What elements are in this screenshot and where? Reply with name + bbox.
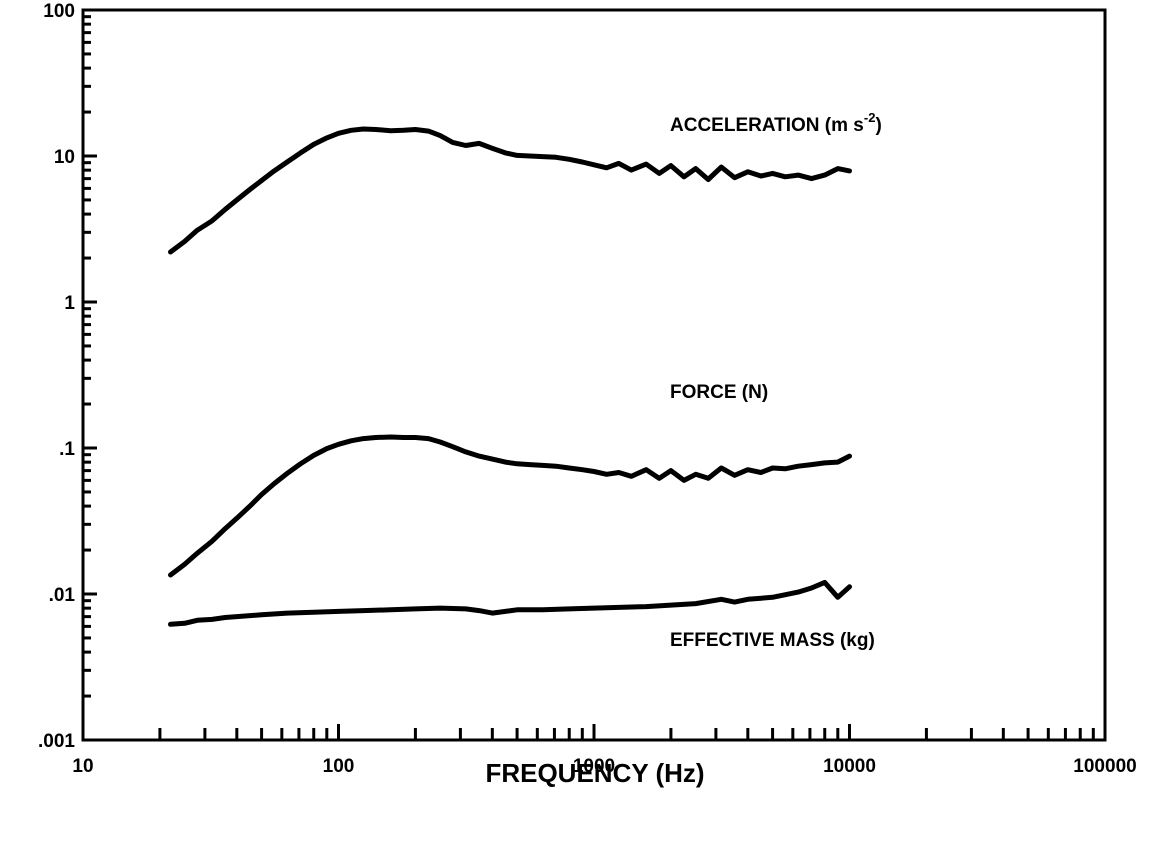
x-tick-label: 100 [323,756,355,777]
series-line-acceleration [168,126,852,255]
x-tick-label: 1000 [573,756,615,777]
x-axis-title: FREQUENCY (Hz) [485,758,704,788]
x-tick-label: 10 [72,756,93,777]
series-label-force: FORCE (N) [670,382,768,403]
y-tick-label: .001 [38,731,75,752]
x-tick-label: 10000 [823,756,876,777]
series-label-acceleration-superscript: -2 [864,110,876,125]
plot-area-border [81,8,1107,742]
y-tick-label: 10 [54,147,75,168]
y-tick-label: .01 [49,585,76,606]
series-label-effective-mass: EFFECTIVE MASS (kg) [670,630,875,651]
y-tick-label: 1 [64,293,75,314]
axis-ticks [81,8,1107,742]
series-lines [168,126,852,627]
y-tick-label: .1 [59,439,75,460]
series-label-acceleration-close: ) [875,115,881,136]
x-tick-label: 100000 [1073,756,1136,777]
plot-frame [81,8,1107,742]
series-line-force [168,434,852,578]
series-line-effective-mass [168,579,852,627]
series-label-acceleration: ACCELERATION (m s-2) [670,110,882,136]
y-tick-label: 100 [43,1,75,22]
series-label-acceleration-main: ACCELERATION (m s [670,115,864,136]
tick-labels: 10 100 1000 10000 100000 100 10 1 .1 .01 .001 [38,1,1137,777]
